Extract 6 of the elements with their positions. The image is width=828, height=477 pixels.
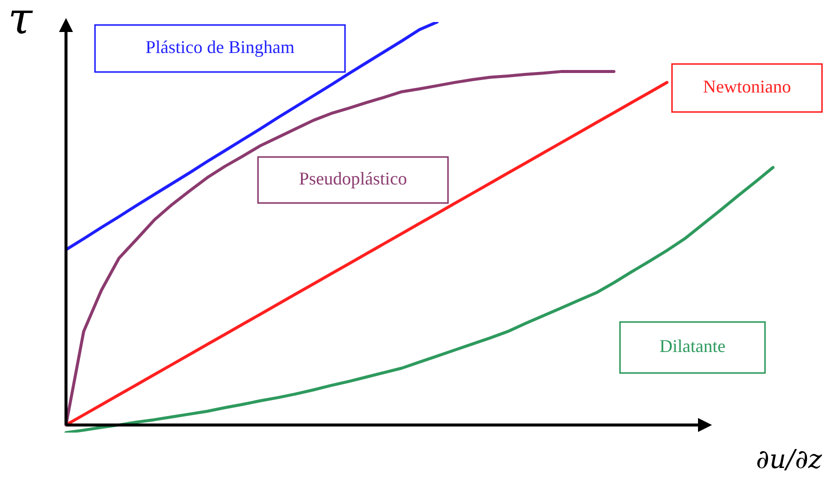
text: Plástico de Bingham [146, 37, 294, 58]
text: Dilatante [660, 336, 726, 356]
text: Newtoniano [703, 76, 791, 97]
y-axis-title: τ [8, 0, 33, 44]
text: Pseudoplástico [299, 168, 407, 189]
x-axis-title: ∂u/∂z [756, 445, 822, 475]
